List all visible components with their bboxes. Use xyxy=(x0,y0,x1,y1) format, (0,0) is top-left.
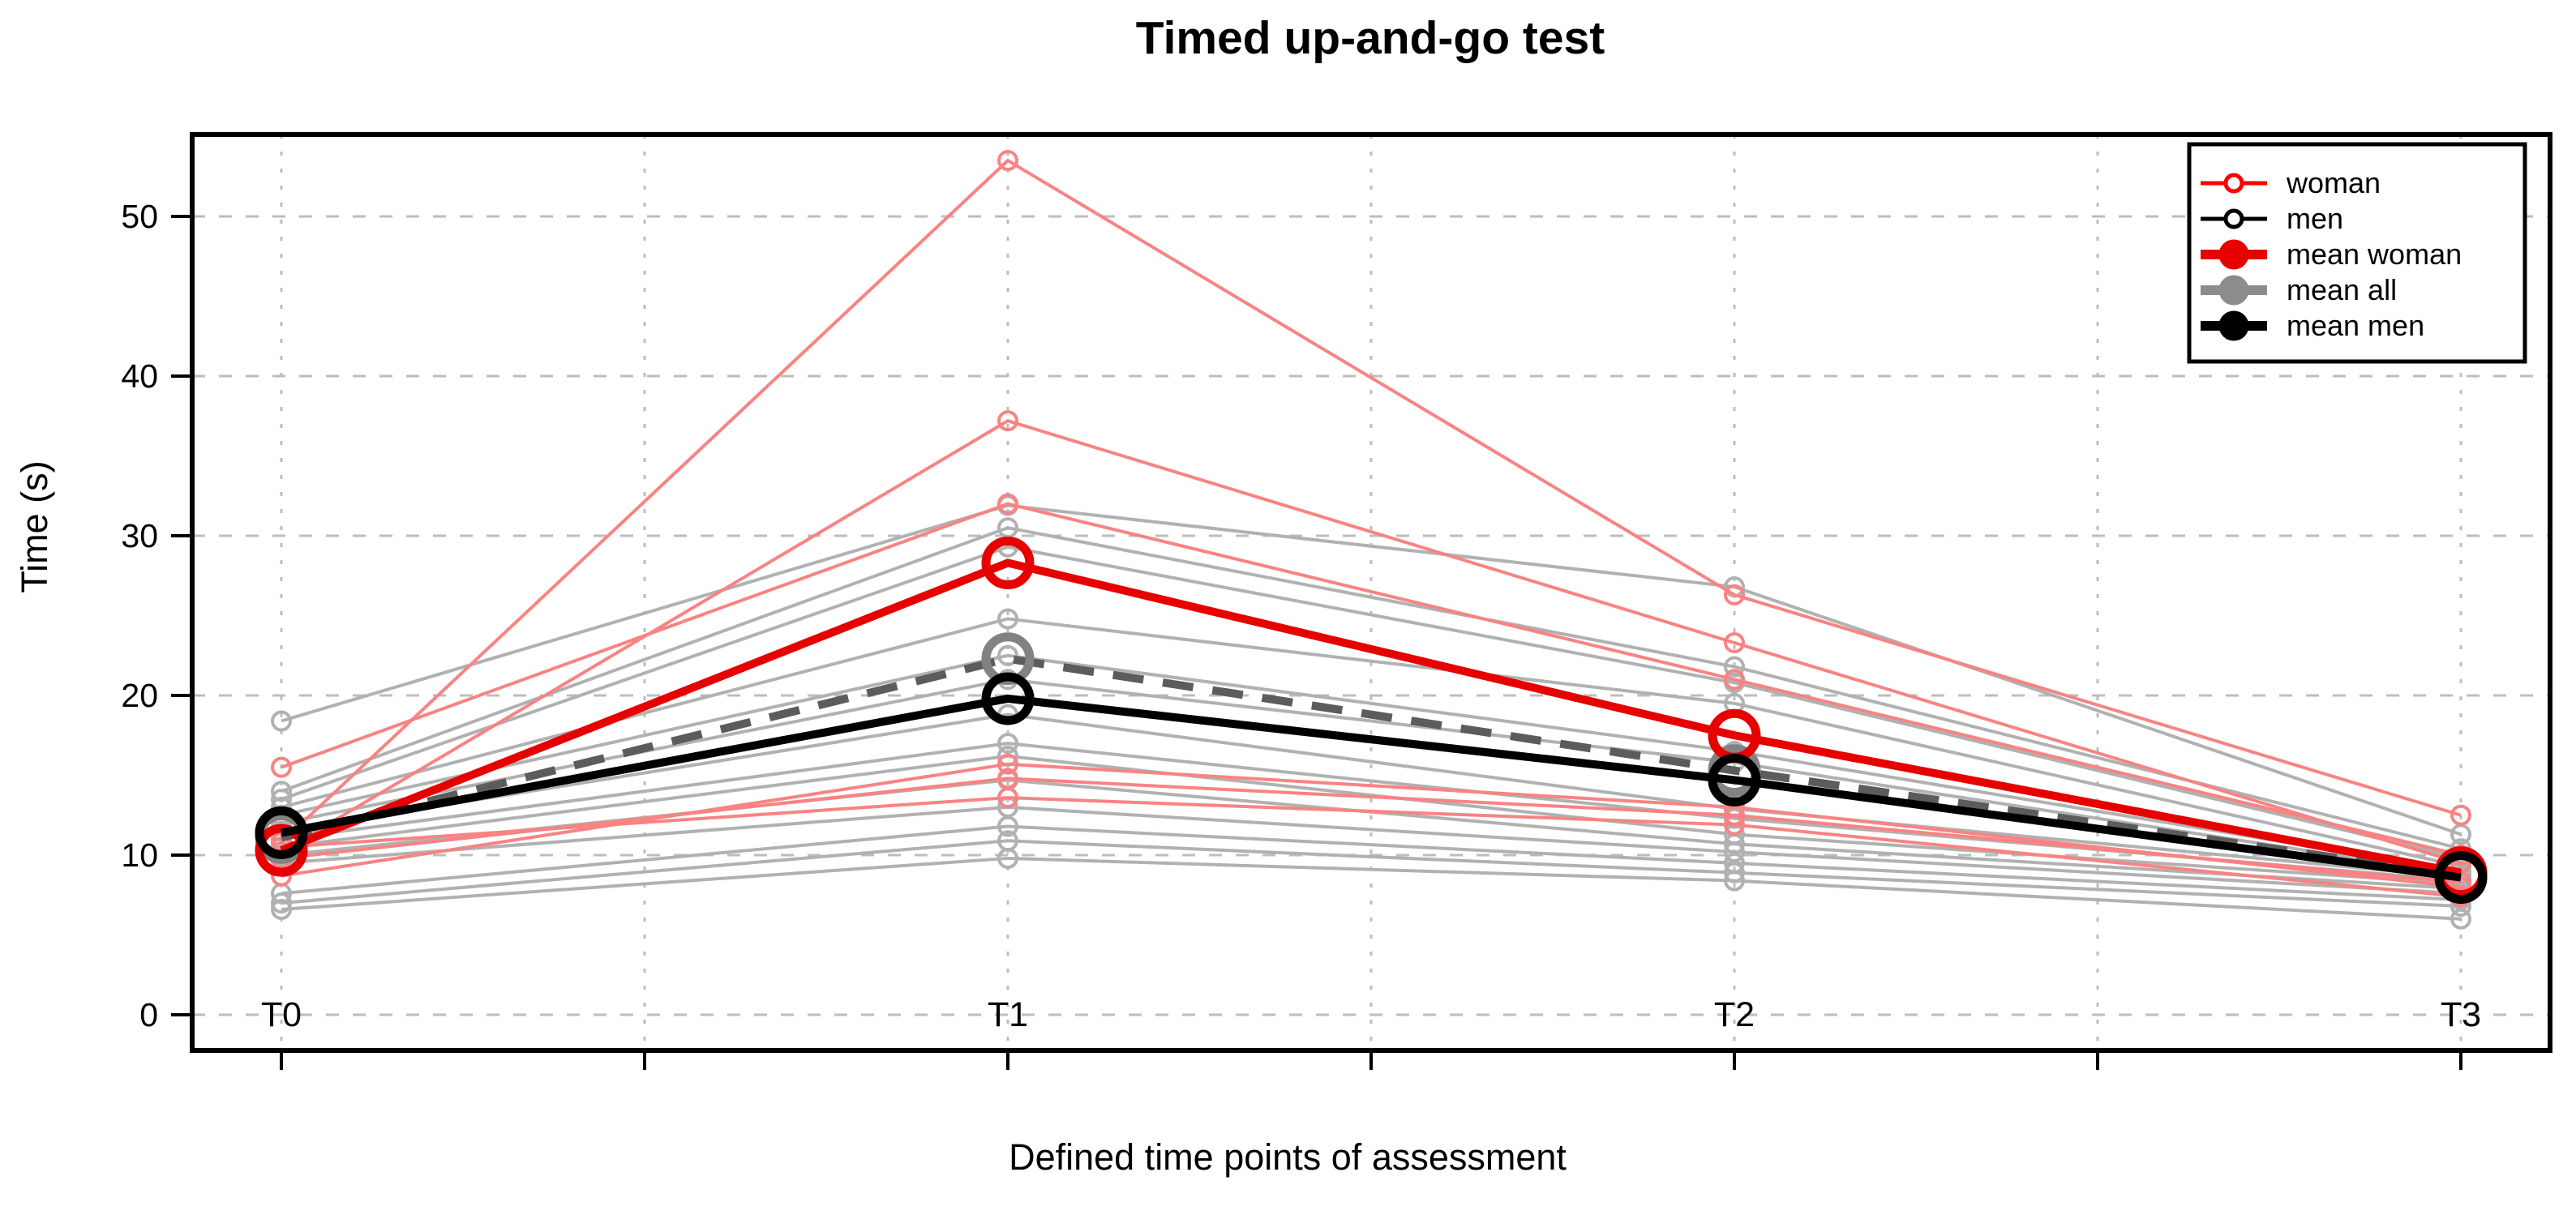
marker-man-1-T0 xyxy=(271,710,292,732)
chart-title: Timed up-and-go test xyxy=(1136,12,1605,64)
legend-label-mean_all: mean all xyxy=(2287,273,2397,306)
marker-man-2-T0 xyxy=(271,781,292,802)
marker-man-14-T3 xyxy=(2450,908,2471,930)
legend-swatch-marker-mean_woman xyxy=(2218,239,2249,270)
series-line-man-5 xyxy=(281,653,2462,873)
marker-mean men-T0 xyxy=(255,806,308,859)
x-axis-label: Defined time points of assessment xyxy=(1009,1136,1567,1178)
marker-mean woman-T0 xyxy=(255,824,308,877)
series-lines xyxy=(255,150,2488,930)
x-category-label-T1: T1 xyxy=(988,995,1028,1034)
legend-swatch-marker-mean_all xyxy=(2218,275,2249,306)
legend-label-woman: woman xyxy=(2286,166,2381,199)
x-category-label-T2: T2 xyxy=(1714,995,1755,1034)
marker-man-2-T2 xyxy=(1724,656,1745,678)
marker-man-12-T1 xyxy=(997,815,1018,837)
marker-man-11-T2 xyxy=(1724,841,1745,863)
marker-man-14-T2 xyxy=(1724,870,1745,892)
marker-woman-3-T0 xyxy=(271,756,292,778)
marker-mean men-T3 xyxy=(2434,851,2488,905)
series-line-man-13 xyxy=(281,839,2462,909)
x-category-labels: T0 T1 T2 T3 xyxy=(261,995,2481,1034)
marker-woman-4-T1 xyxy=(997,753,1018,775)
legend-swatch-marker-woman xyxy=(2223,173,2244,194)
series-line-mean all xyxy=(280,654,2462,880)
x-category-label-T3: T3 xyxy=(2441,995,2481,1034)
x-category-label-T0: T0 xyxy=(261,995,302,1034)
marker-man-14-T0 xyxy=(271,898,292,920)
series-line-man-7 xyxy=(281,712,2462,879)
marker-woman-1-T1 xyxy=(997,150,1018,172)
marker-mean men-T2 xyxy=(1708,753,1761,806)
marker-woman-1-T3 xyxy=(2450,804,2471,826)
marker-woman-6-T1 xyxy=(997,768,1018,789)
series-line-woman-1 xyxy=(280,158,2462,844)
series-line-man-14 xyxy=(281,856,2462,921)
series-line-man-3 xyxy=(281,545,2462,860)
marker-mean woman-T1 xyxy=(981,536,1035,589)
legend-label-mean_men: mean men xyxy=(2287,309,2424,342)
legend-swatch-marker-mean_men xyxy=(2218,310,2249,341)
series-line-woman-5 xyxy=(281,796,2462,899)
legend-label-mean_woman: mean woman xyxy=(2287,237,2462,271)
marker-woman-2-T1 xyxy=(997,410,1018,432)
legend-label-men: men xyxy=(2287,202,2343,235)
legend-swatch-marker-men xyxy=(2223,208,2244,229)
series-line-man-2 xyxy=(281,526,2462,851)
marker-man-14-T1 xyxy=(997,847,1018,869)
y-tick-label: 10 xyxy=(121,836,158,874)
marker-woman-2-T2 xyxy=(1724,631,1745,653)
y-tick-label: 0 xyxy=(139,996,158,1033)
y-tick-label: 30 xyxy=(121,517,158,554)
series-line-man-4 xyxy=(281,617,2462,868)
marker-man-8-T1 xyxy=(997,733,1018,755)
marker-man-4-T1 xyxy=(997,608,1018,630)
marker-woman-3-T2 xyxy=(1724,669,1745,691)
y-axis-label: Time (s) xyxy=(14,460,55,593)
marker-woman-3-T1 xyxy=(997,493,1018,515)
axes-ticks: 0 10 20 30 40 50 xyxy=(121,198,2462,1070)
marker-man-5-T1 xyxy=(997,644,1018,666)
marker-woman-1-T2 xyxy=(1724,584,1745,605)
series-line-mean woman xyxy=(280,558,2462,877)
series-line-woman-6 xyxy=(281,776,2462,884)
series-line-man-1 xyxy=(281,503,2462,836)
marker-mean men-T1 xyxy=(981,672,1035,725)
y-tick-label: 40 xyxy=(121,357,158,395)
series-line-woman-3 xyxy=(281,502,2462,857)
y-tick-label: 50 xyxy=(121,198,158,235)
marker-man-13-T0 xyxy=(271,892,292,914)
series-line-mean men xyxy=(281,694,2462,882)
y-tick-label: 20 xyxy=(121,677,158,714)
series-line-man-12 xyxy=(281,824,2462,902)
series-line-man-11 xyxy=(281,805,2462,896)
